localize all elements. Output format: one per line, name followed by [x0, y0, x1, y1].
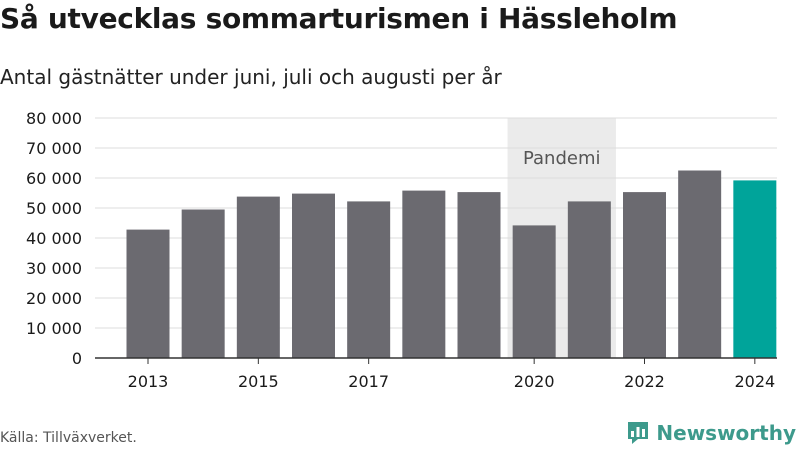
newsworthy-logo-icon	[628, 422, 649, 444]
x-tick-label: 2022	[624, 372, 665, 391]
bar-2020	[512, 225, 556, 358]
bar-2022	[623, 192, 666, 358]
bar-2024	[733, 180, 777, 358]
bar-2014	[181, 209, 225, 358]
source-note: Källa: Tillväxverket.	[0, 430, 137, 446]
bar-2019	[457, 192, 501, 358]
brand-logo: Newsworthy	[626, 420, 796, 446]
x-tick-label: 2017	[348, 372, 389, 391]
bar-2016	[292, 193, 335, 358]
bar-chart: 0 10 000 20 000 30 000 40 000 50 000 60 000 70 …	[26, 109, 777, 391]
y-tick-label: 30 000	[26, 259, 82, 278]
x-tick-label: 2013	[128, 372, 169, 391]
chart-subtitle: Antal gästnätter under juni, juli och au…	[0, 65, 502, 89]
bar-2021	[567, 201, 611, 358]
y-tick-label: 50 000	[26, 199, 82, 218]
y-tick-label: 60 000	[26, 169, 82, 188]
y-tick-label: 20 000	[26, 289, 82, 308]
y-tick-label: 0	[72, 349, 82, 368]
y-tick-label: 70 000	[26, 139, 82, 158]
y-tick-label: 10 000	[26, 319, 82, 338]
bar-2017	[347, 201, 391, 358]
bar-2018	[402, 190, 446, 358]
y-tick-label: 40 000	[26, 229, 82, 248]
x-tick-label: 2015	[238, 372, 279, 391]
x-tick-label: 2020	[514, 372, 555, 391]
bar-2013	[126, 229, 170, 358]
y-tick-label: 80 000	[26, 109, 82, 128]
x-tick-label: 2024	[734, 372, 775, 391]
pandemic-label: Pandemi	[523, 148, 601, 169]
chart-title: Så utvecklas sommarturismen i Hässleholm	[0, 2, 678, 35]
brand-name: Newsworthy	[656, 421, 796, 445]
bar-2015	[236, 196, 280, 358]
bar-2023	[678, 170, 722, 358]
